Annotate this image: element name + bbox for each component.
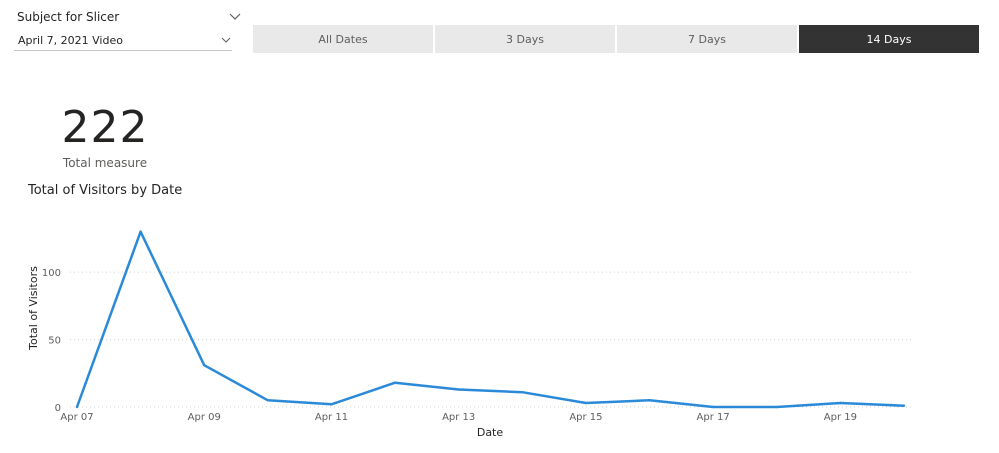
- x-axis-label: Date: [477, 426, 504, 439]
- kpi-label: Total measure: [62, 156, 148, 170]
- y-tick-label: 100: [42, 268, 61, 279]
- y-axis-label: Total of Visitors: [27, 266, 40, 351]
- chart-title: Total of Visitors by Date: [28, 183, 183, 198]
- dropdown-arrow-icon: [220, 34, 232, 46]
- tab-14-days[interactable]: 14 Days: [799, 25, 979, 53]
- subject-slicer: Subject for Slicer April 7, 2021 Video: [14, 6, 242, 51]
- x-tick-label: Apr 15: [569, 412, 602, 423]
- slicer-title: Subject for Slicer: [17, 10, 120, 24]
- tab-3-days[interactable]: 3 Days: [435, 25, 615, 53]
- data-point[interactable]: [203, 364, 206, 367]
- x-tick-label: Apr 19: [824, 412, 857, 423]
- y-tick-label: 50: [48, 336, 61, 347]
- data-point[interactable]: [330, 403, 333, 406]
- x-tick-label: Apr 07: [60, 412, 93, 423]
- data-point[interactable]: [711, 405, 715, 409]
- tab-all-dates[interactable]: All Dates: [253, 25, 433, 53]
- kpi-card: 222 Total measure: [40, 102, 170, 170]
- data-point[interactable]: [648, 399, 651, 402]
- chevron-down-icon[interactable]: [228, 10, 242, 24]
- slicer-header: Subject for Slicer: [14, 6, 242, 28]
- data-point[interactable]: [393, 381, 397, 384]
- series-line: [75, 230, 905, 409]
- data-point[interactable]: [902, 404, 906, 407]
- x-tick-label: Apr 11: [315, 412, 348, 423]
- data-point[interactable]: [266, 399, 270, 402]
- data-point[interactable]: [457, 388, 460, 391]
- kpi-value: 222: [61, 102, 149, 153]
- x-tick-label: Apr 13: [442, 412, 475, 423]
- data-point[interactable]: [839, 401, 842, 405]
- slicer-dropdown[interactable]: April 7, 2021 Video: [14, 30, 232, 51]
- data-point[interactable]: [139, 230, 142, 233]
- data-point[interactable]: [584, 401, 588, 405]
- tab-7-days[interactable]: 7 Days: [617, 25, 797, 53]
- x-tick-label: Apr 17: [697, 412, 730, 423]
- data-point[interactable]: [75, 405, 79, 409]
- slicer-selected-value: April 7, 2021 Video: [18, 33, 123, 47]
- data-point[interactable]: [521, 390, 524, 394]
- x-tick-label: Apr 09: [188, 412, 221, 423]
- date-range-tabs: All Dates 3 Days 7 Days 14 Days: [253, 25, 979, 53]
- data-point[interactable]: [775, 405, 778, 409]
- y-tick-label: 0: [55, 403, 61, 414]
